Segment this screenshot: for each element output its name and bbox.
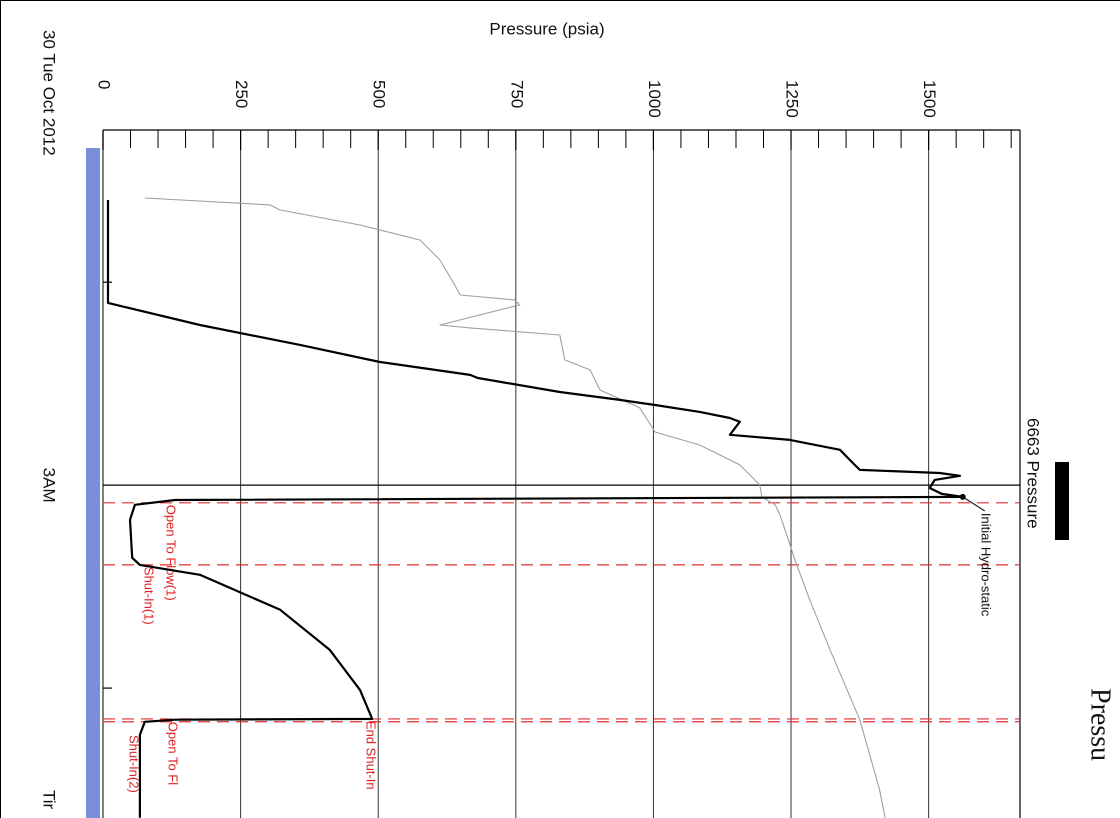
series-line — [106, 200, 964, 818]
y-tick-label: 1250 — [783, 80, 802, 118]
legend-swatch — [1055, 462, 1069, 540]
y-tick-label: 0 — [95, 80, 114, 89]
y-tick-label: 250 — [232, 80, 251, 108]
y-tick-label: 500 — [370, 80, 389, 108]
series-line — [144, 197, 886, 818]
leader-line — [962, 496, 986, 512]
axis-title: Pressure (psia) — [489, 19, 604, 38]
event-label: End Shut-In — [364, 721, 379, 790]
chart-title: Pressu — [1085, 688, 1116, 761]
x-tick-label: 3AM — [40, 468, 59, 503]
plot: 0 250 500 750 1000 1250 1500 3AM Open To Flow(1)… — [40, 80, 1021, 818]
event-bar — [86, 148, 100, 818]
x-axis-title: Tir — [40, 790, 59, 810]
annotation: Initial Hydro-static — [978, 513, 993, 617]
event-label: Open To Fl — [166, 722, 181, 785]
event-label: Open To Flow(1) — [164, 505, 179, 601]
y-tick-label: 1500 — [920, 80, 939, 118]
annotation: Shut-In(2) — [127, 735, 142, 793]
y-tick-label: 1000 — [645, 80, 664, 118]
date-label: 30 Tue Oct 2012 — [40, 30, 59, 156]
y-tick-label: 750 — [507, 80, 526, 108]
legend-label: 6663 Pressure — [1024, 418, 1043, 529]
event-label: Shut-In(1) — [142, 567, 157, 625]
